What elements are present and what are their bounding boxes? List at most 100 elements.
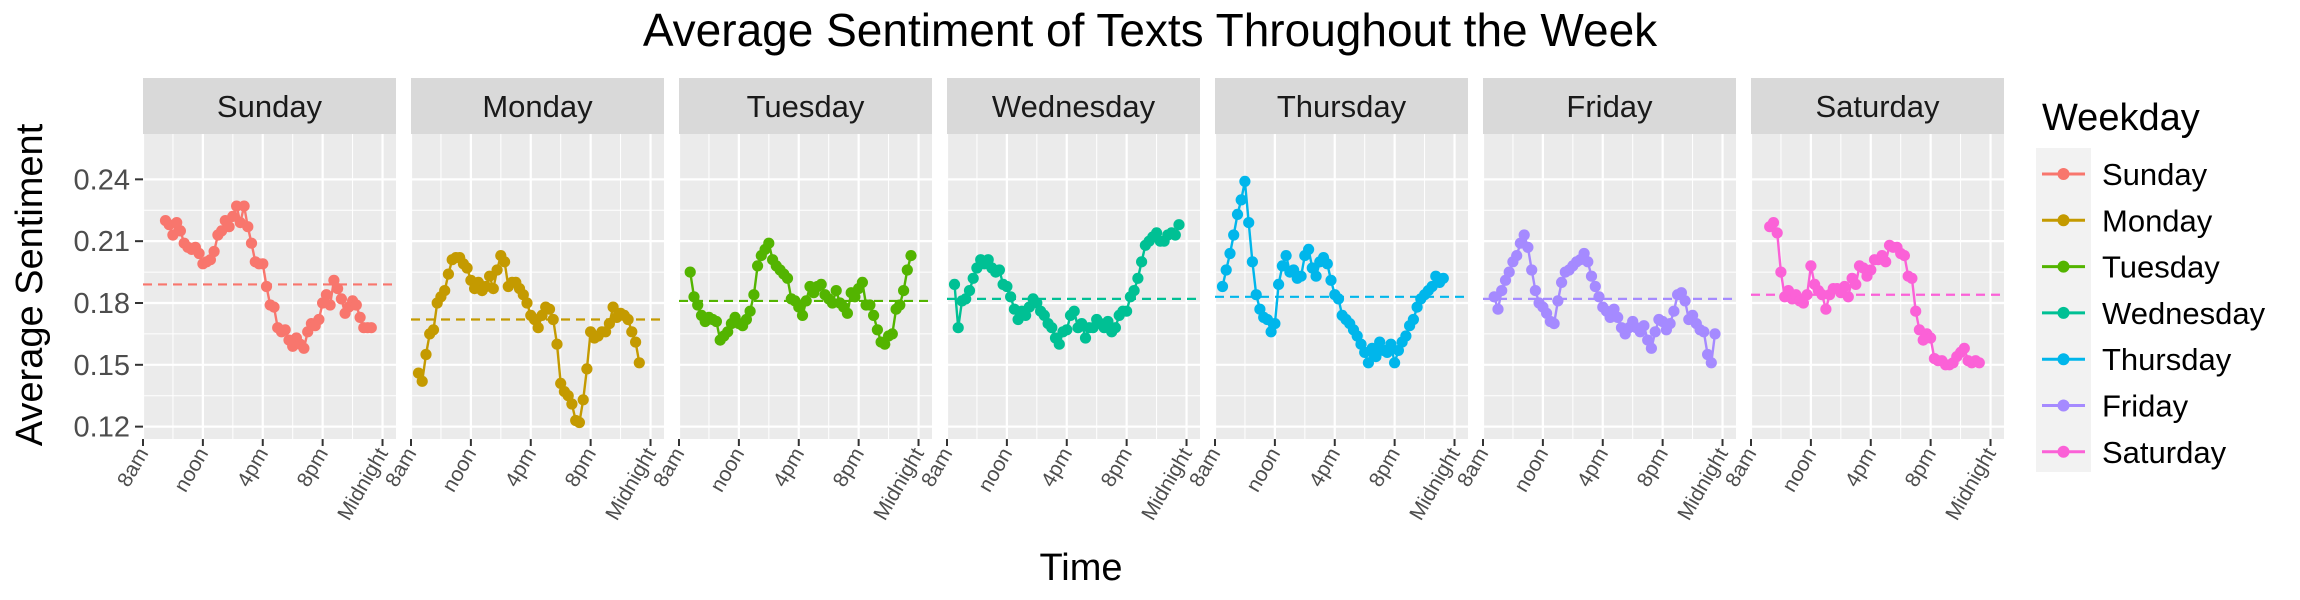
x-tick-label: 8am <box>917 444 957 491</box>
legend-item-thursday: Thursday <box>2042 342 2232 377</box>
data-point <box>577 394 589 406</box>
legend-item-friday: Friday <box>2042 389 2189 424</box>
data-point <box>257 258 269 270</box>
data-point <box>901 264 913 276</box>
facet-strip-label: Monday <box>482 89 593 124</box>
data-point <box>1250 289 1262 301</box>
legend-key-point <box>2057 260 2070 273</box>
data-point <box>1593 291 1605 303</box>
data-point <box>1385 338 1397 350</box>
data-point <box>815 278 827 290</box>
data-point <box>521 297 533 309</box>
data-point <box>856 276 869 288</box>
legend-item-monday: Monday <box>2042 203 2213 238</box>
data-point <box>1437 272 1449 284</box>
data-point <box>630 336 642 348</box>
legend-label: Friday <box>2102 389 2189 424</box>
facet-strip <box>1215 78 1468 134</box>
data-point <box>320 289 332 301</box>
data-point <box>607 301 619 313</box>
data-point <box>1511 250 1523 262</box>
data-point <box>499 256 511 268</box>
data-point <box>748 289 760 301</box>
data-point <box>193 247 205 260</box>
legend-key-point <box>2057 306 2070 319</box>
data-point <box>1585 270 1598 282</box>
legend-label: Monday <box>2102 203 2213 238</box>
data-point <box>1407 313 1419 326</box>
x-tick-label: 4pm <box>769 444 809 491</box>
data-point <box>1053 338 1065 350</box>
data-point <box>439 285 451 297</box>
data-point <box>416 375 428 387</box>
data-point <box>1102 315 1114 328</box>
data-point <box>898 285 910 297</box>
data-point <box>1767 217 1780 229</box>
data-point <box>1775 266 1787 278</box>
data-point <box>1839 280 1851 293</box>
data-point <box>1865 264 1877 276</box>
x-tick-label: 8pm <box>1633 444 1673 491</box>
data-point <box>603 318 616 330</box>
legend-key-point <box>2057 353 2070 366</box>
data-point <box>1906 272 1918 284</box>
data-point <box>952 322 964 334</box>
data-point <box>1079 332 1092 344</box>
data-point <box>260 280 273 293</box>
data-point <box>313 313 325 326</box>
data-point <box>1231 208 1244 220</box>
data-point <box>1068 305 1080 317</box>
x-axis-title: Time <box>1039 547 1122 589</box>
y-tick-label: 0.15 <box>74 350 130 382</box>
x-tick-label: 8pm <box>829 444 869 491</box>
data-point <box>298 342 310 354</box>
data-point <box>335 293 347 305</box>
legend-label: Tuesday <box>2102 250 2220 285</box>
data-point <box>868 309 880 321</box>
data-point <box>1370 351 1382 363</box>
x-tick-label: Midnight <box>1673 444 1733 524</box>
data-point <box>268 301 280 313</box>
x-tick-label: noon <box>974 444 1017 496</box>
x-tick-label: 4pm <box>1841 444 1881 491</box>
legend-label: Saturday <box>2102 435 2227 470</box>
y-axis-title: Average Sentiment <box>9 123 51 446</box>
data-point <box>1771 227 1783 239</box>
data-point <box>547 313 559 326</box>
data-point <box>1276 260 1288 272</box>
data-point <box>1005 291 1017 303</box>
data-point <box>427 324 440 336</box>
data-point <box>1973 357 1985 369</box>
data-point <box>1332 293 1345 305</box>
data-point <box>1169 229 1181 241</box>
data-point <box>566 398 578 410</box>
x-tick-label: 8pm <box>561 444 601 491</box>
facet-strip <box>679 78 932 134</box>
data-point <box>684 266 696 278</box>
facet-strip <box>411 78 664 134</box>
data-point <box>1321 258 1333 270</box>
data-point <box>223 221 235 233</box>
data-point <box>1842 291 1854 303</box>
x-tick-label: 8pm <box>293 444 333 491</box>
data-point <box>354 311 366 323</box>
data-point <box>1801 289 1813 301</box>
data-point <box>1850 278 1862 290</box>
data-point <box>1132 272 1144 284</box>
legend-label: Sunday <box>2102 157 2208 192</box>
data-point <box>1280 250 1292 262</box>
data-point <box>1529 285 1541 297</box>
x-tick-label: noon <box>170 444 213 496</box>
x-tick-label: 4pm <box>501 444 541 491</box>
x-tick-label: noon <box>1510 444 1553 496</box>
data-point <box>1269 318 1281 330</box>
data-point <box>208 245 220 258</box>
data-point <box>227 210 239 222</box>
facet-panel-monday: Monday 8am noon 4pm 8pm Midnight <box>381 78 664 524</box>
facet-panel-saturday: Saturday 8am noon 4pm 8pm Midnight <box>1721 78 2004 524</box>
data-point <box>1503 266 1515 278</box>
data-point <box>626 326 638 338</box>
x-tick-label: noon <box>438 444 481 496</box>
data-point <box>242 221 254 233</box>
y-tick-label: 0.24 <box>74 164 130 196</box>
